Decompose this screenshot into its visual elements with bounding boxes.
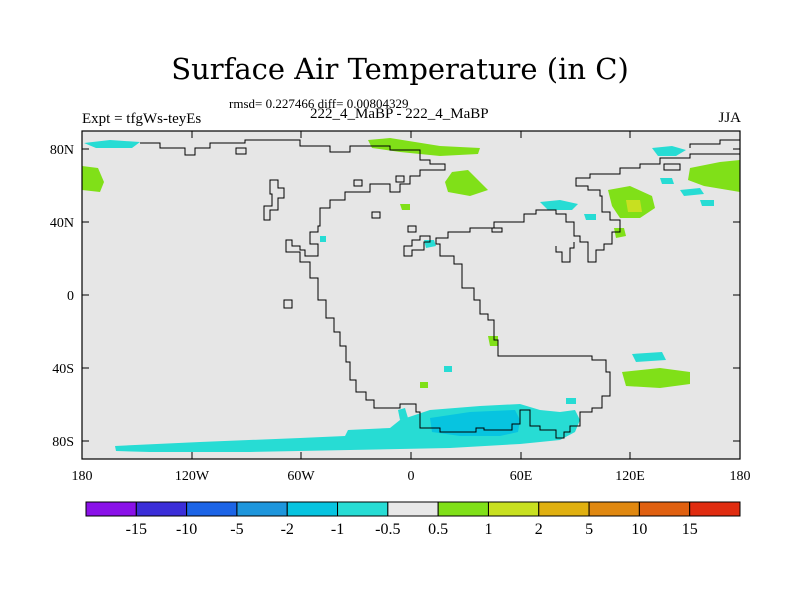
x-tick-label: 60W [287, 469, 315, 484]
patch-east-cyan [700, 200, 714, 206]
colorbar-label: 15 [682, 521, 698, 538]
coastline-small-island-2 [353, 179, 363, 187]
patch-antarctic-dot [398, 408, 408, 420]
coastline-small-island-1 [283, 299, 293, 309]
x-tick-label: 120E [615, 469, 645, 484]
colorbar-swatch [135, 501, 188, 517]
y-tick-labels: 80N 40N 0 40S 80S [50, 143, 74, 450]
patch-southern-ocean-cyan [632, 352, 666, 362]
coastline-small-island-4 [371, 211, 381, 219]
y-tick-label: 40N [50, 216, 74, 231]
y-tick-label: 40S [52, 362, 74, 377]
tick-marks [81, 131, 741, 459]
patch-arctic-cyan-right [652, 146, 686, 156]
anomaly-patches [82, 138, 740, 452]
patch-asia-cyan [540, 200, 578, 210]
colorbar-swatch [286, 501, 339, 517]
patch-south-atlantic-green [420, 382, 428, 388]
stats-label: rmsd= 0.227466 diff= 0.00804329 [229, 96, 409, 111]
patch-north-atlantic [445, 170, 488, 196]
patch-siberia-east [688, 160, 740, 192]
experiment-label: Expt = tfgWs-teyEs [82, 111, 202, 127]
colorbar-swatch [236, 501, 288, 517]
patch-west-edge [82, 166, 104, 192]
colorbar: -15 -10 -5 -2 -1 -0.5 0.5 1 2 5 10 15 [85, 501, 741, 538]
coastlines [140, 139, 740, 439]
y-tick-label: 80N [50, 143, 74, 158]
colorbar-swatch [638, 501, 691, 517]
colorbar-label: 1 [484, 521, 492, 538]
patch-asia-cyan-small [584, 214, 596, 220]
colorbar-swatch [186, 501, 238, 517]
patch-south-pacific-cyan [566, 398, 576, 404]
patch-central-asia-core [626, 200, 642, 212]
map-title: Surface Air Temperature (in C) [171, 52, 629, 86]
patch-far-east-cyan [660, 178, 674, 184]
colorbar-swatch [387, 501, 439, 517]
patch-europe-green [400, 204, 410, 210]
patch-india [614, 228, 626, 238]
coastline-small-island-5 [407, 225, 417, 233]
colorbar-swatch [538, 501, 590, 517]
map-panel: 180 120W 60W 0 60E 120E 180 80N 40N 0 40… [50, 130, 751, 484]
colorbar-label: -5 [230, 521, 243, 538]
coastline-small-island-3 [395, 175, 405, 183]
colorbar-label: -2 [281, 521, 294, 538]
patch-atlantic-cyan [320, 236, 326, 242]
coastline-west-island [263, 179, 285, 221]
colorbar-label: 5 [585, 521, 593, 538]
colorbar-swatch [487, 501, 540, 517]
x-tick-label: 180 [72, 469, 93, 484]
y-tick-label: 0 [67, 289, 74, 304]
colorbar-swatch [85, 501, 137, 517]
coastline-east-lobe [555, 242, 575, 263]
ocean-background [82, 131, 740, 459]
colorbar-label: -15 [126, 521, 147, 538]
colorbar-swatch [588, 501, 640, 517]
y-tick-label: 80S [52, 435, 74, 450]
colorbar-label: -0.5 [375, 521, 400, 538]
x-tick-label: 60E [510, 469, 533, 484]
colorbar-swatch [337, 501, 389, 517]
coastline-arctic-east [689, 139, 740, 148]
x-tick-label: 180 [730, 469, 751, 484]
patch-southern-ocean-green [622, 368, 690, 388]
coastline-small-island-8 [235, 147, 247, 155]
colorbar-label: 10 [631, 521, 647, 538]
patch-siberia-east-teal [680, 188, 704, 196]
colorbar-label: 2 [535, 521, 543, 538]
colorbar-swatch [437, 501, 489, 517]
colorbar-label: -10 [176, 521, 197, 538]
patch-africa-green [488, 336, 498, 346]
colorbar-label: 0.5 [428, 521, 448, 538]
coastline-pangaea [140, 139, 740, 439]
difference-label: 222_4_MaBP - 222_4_MaBP [310, 106, 489, 122]
patch-south-atlantic-cyan [444, 366, 452, 372]
x-tick-labels: 180 120W 60W 0 60E 120E 180 [72, 469, 751, 484]
coastline-mideast [403, 235, 431, 257]
patch-arctic-cyan-left [84, 140, 140, 148]
coastline-small-island-6 [491, 227, 503, 233]
season-label: JJA [718, 110, 741, 126]
x-tick-label: 0 [408, 469, 415, 484]
colorbar-label: -1 [331, 521, 344, 538]
patch-greenland-north [368, 138, 480, 156]
colorbar-swatch [689, 501, 741, 517]
coastline-small-island-7 [663, 163, 681, 171]
x-tick-label: 120W [175, 469, 210, 484]
